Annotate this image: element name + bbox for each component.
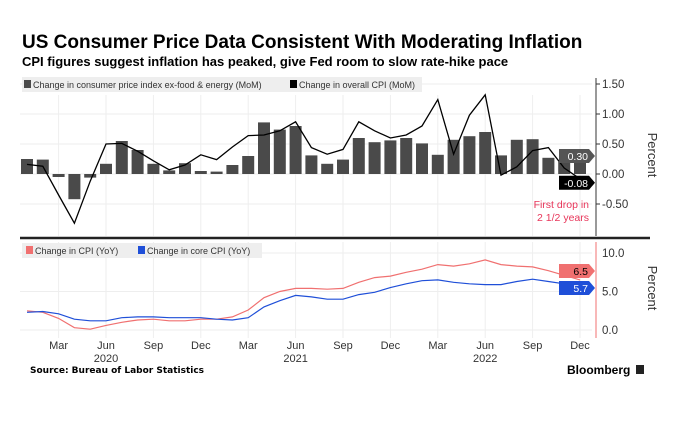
line-core-cpi-yoy [26, 278, 581, 322]
bloomberg-logo-mark [636, 365, 644, 374]
bar [352, 138, 365, 174]
bar [542, 157, 555, 174]
legend-label: Change in consumer price index ex-food &… [33, 80, 262, 90]
bar [179, 163, 191, 174]
legend-bg [22, 77, 422, 92]
bar [68, 174, 81, 200]
bar [384, 140, 397, 174]
bar [510, 139, 523, 174]
x-year-label: 2022 [473, 353, 497, 365]
last-value-core-yoy: 5.7 [573, 283, 588, 295]
bar [131, 150, 144, 174]
x-tick-label: Dec [381, 340, 401, 352]
bar [526, 139, 539, 174]
x-tick-label: Jun [476, 340, 494, 352]
legend-label: Change in CPI (YoY) [35, 246, 118, 256]
last-value-core-yoy-bg [559, 281, 595, 295]
legend-label: Change in core CPI (YoY) [147, 246, 250, 256]
x-tick-label: Sep [144, 340, 164, 352]
x-year-label: 2021 [283, 353, 307, 365]
last-value-core-mom: 0.30 [568, 151, 589, 163]
chart-subtitle: CPI figures suggest inflation has peaked… [22, 54, 509, 69]
bar [84, 174, 97, 178]
bar [479, 132, 492, 174]
last-value-cpi-mom: -0.08 [564, 178, 588, 190]
x-tick-label: Sep [333, 340, 353, 352]
legend-swatch [290, 80, 297, 88]
bar [115, 141, 128, 174]
bar [495, 155, 507, 174]
bar [416, 143, 428, 174]
bar [242, 156, 255, 174]
y-tick-label: 0.00 [602, 169, 624, 181]
x-tick-label: Jun [97, 340, 115, 352]
line-cpi-yoy [26, 259, 581, 330]
bar [147, 163, 160, 174]
x-tick-label: Sep [523, 340, 543, 352]
bloomberg-logo: Bloomberg [567, 363, 631, 377]
source-note: Source: Bureau of Labor Statistics [30, 366, 205, 376]
bar [194, 171, 207, 174]
last-value-core-mom-bg [559, 149, 595, 163]
x-tick-label: Mar [49, 340, 68, 352]
y-tick-label: 1.50 [602, 79, 624, 91]
bar [289, 126, 302, 174]
y-tick-label: 1.00 [602, 109, 624, 121]
legend-swatch [24, 80, 31, 88]
y-axis-title: Percent [645, 133, 660, 178]
bar [210, 171, 223, 174]
x-year-label: 2020 [94, 353, 118, 365]
y-axis-title: Percent [645, 266, 660, 311]
bar [52, 174, 65, 177]
bar [21, 159, 33, 174]
bar [163, 170, 176, 174]
bar [368, 142, 381, 174]
legend-label: Change in overall CPI (MoM) [299, 80, 415, 90]
y-tick-label: 5.0 [602, 287, 618, 299]
x-tick-label: Mar [428, 340, 447, 352]
bar [100, 163, 112, 174]
x-tick-label: Jun [287, 340, 305, 352]
y-tick-label: -0.50 [602, 199, 628, 211]
y-tick-label: 0.50 [602, 139, 624, 151]
y-tick-label: 0.0 [602, 325, 618, 337]
bar [258, 122, 270, 174]
annotation-text: 2 1/2 years [537, 212, 589, 224]
bar [463, 136, 476, 174]
bar [431, 154, 444, 174]
legend-swatch [138, 246, 145, 254]
last-value-cpi-yoy: 6.5 [573, 266, 588, 278]
x-tick-label: Dec [570, 340, 590, 352]
last-value-cpi-yoy-bg [559, 264, 595, 278]
last-value-cpi-mom-bg [559, 175, 595, 190]
bar [226, 165, 239, 174]
chart-title: US Consumer Price Data Consistent With M… [22, 32, 583, 53]
bar [321, 163, 334, 174]
legend-swatch [26, 246, 33, 254]
bar [305, 155, 318, 174]
bar [337, 159, 349, 174]
bar [400, 138, 413, 174]
y-tick-label: 10.0 [602, 248, 624, 260]
x-tick-label: Mar [239, 340, 258, 352]
x-tick-label: Dec [191, 340, 211, 352]
line-overall-cpi-mom [26, 93, 581, 225]
annotation-text: First drop in [534, 199, 590, 211]
bar [273, 129, 286, 174]
